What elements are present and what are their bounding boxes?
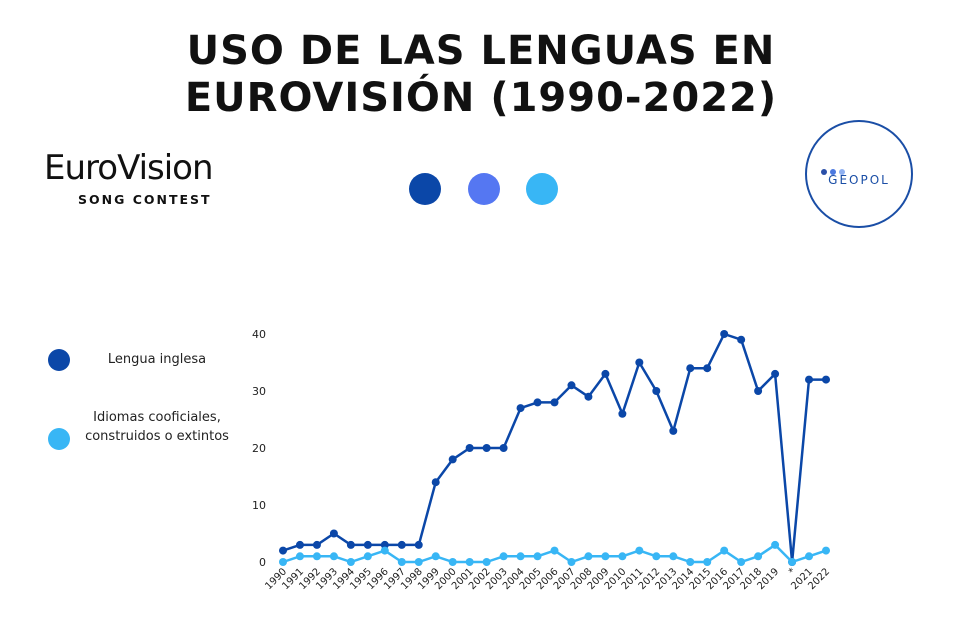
series-1-point: [397, 558, 406, 566]
series-0-point: [279, 546, 287, 555]
legend-swatch-english: [48, 349, 70, 371]
series-0-point: [550, 398, 559, 407]
eurovision-wordmark: EuroVision: [44, 148, 214, 188]
series-1-point: [686, 558, 695, 566]
series-1-point: [414, 558, 423, 566]
series-line-0: [282, 332, 826, 564]
series-1-point: [516, 552, 525, 561]
series-1-point: [499, 552, 508, 561]
series-0-point: [669, 426, 678, 435]
series-1-point: [279, 558, 287, 566]
y-tick-label: 0: [259, 556, 266, 569]
series-1-point: [465, 558, 474, 566]
series-0-point: [822, 375, 830, 384]
series-1-point: [652, 552, 661, 561]
series-1-point: [363, 552, 372, 561]
series-1-point: [635, 546, 644, 555]
eurovision-subtitle: SONG CONTEST: [78, 192, 212, 207]
series-1-point: [754, 552, 763, 561]
series-0-point: [295, 540, 304, 549]
series-0-point: [516, 404, 525, 413]
series-1-point: [533, 552, 542, 561]
series-1-point: [380, 546, 389, 555]
chart-title: USO DE LAS LENGUAS EN EUROVISIÓN (1990-2…: [0, 28, 962, 122]
series-1-point: [312, 552, 321, 561]
series-0-point: [329, 529, 338, 538]
series-1-point: [703, 558, 712, 566]
series-1-point: [822, 546, 830, 555]
series-1-point: [550, 546, 559, 555]
legend-swatch-other-languages: [48, 428, 70, 450]
series-1-point: [295, 552, 304, 561]
series-1-point: [584, 552, 593, 561]
series-0-point: [601, 369, 610, 378]
geopol-dot-3: [839, 169, 845, 175]
series-1-point: [567, 558, 576, 566]
palette-dot-light-blue: [526, 173, 558, 205]
eurovision-logo: EuroVision SONG CONTEST: [44, 148, 244, 210]
series-0-point: [635, 358, 644, 367]
geopol-dot-1: [821, 169, 827, 175]
series-1-point: [737, 558, 746, 566]
geopol-wordmark: GEOPOL: [828, 173, 890, 187]
x-tick-label: *: [787, 566, 798, 577]
y-tick-label: 30: [252, 385, 266, 398]
series-0-point: [346, 540, 355, 549]
series-1-point: [771, 540, 780, 549]
series-0-point: [499, 444, 508, 452]
series-1-point: [788, 558, 797, 566]
series-0-point: [363, 540, 372, 549]
series-0-point: [431, 478, 440, 487]
geopol-dot-2: [830, 169, 836, 175]
series-0-point: [482, 444, 491, 452]
series-0-point: [414, 540, 423, 549]
series-0-point: [618, 409, 627, 418]
legend-label-other-languages: Idiomas cooficiales, construidos o extin…: [85, 410, 229, 444]
y-tick-label: 10: [252, 499, 266, 512]
geopol-dots-icon: [821, 160, 848, 179]
legend-label-english: Lengua inglesa: [107, 352, 207, 367]
palette-dot-medium-blue: [468, 173, 500, 205]
series-0-point: [703, 364, 712, 373]
title-line-1: USO DE LAS LENGUAS EN: [186, 28, 776, 74]
series-0-point: [567, 381, 576, 390]
title-line-2: EUROVISIÓN (1990-2022): [184, 75, 778, 121]
y-tick-label: 20: [252, 442, 266, 455]
series-1-point: [431, 552, 440, 561]
series-0-point: [380, 540, 389, 549]
series-1-point: [720, 546, 729, 555]
series-0-point: [754, 387, 763, 395]
series-0-point: [397, 540, 406, 549]
series-1-point: [448, 558, 457, 566]
series-1-point: [346, 558, 355, 566]
series-0-point: [533, 398, 542, 407]
series-0-point: [584, 392, 593, 401]
series-1-point: [329, 552, 338, 561]
series-1-point: [805, 552, 814, 561]
series-0-point: [720, 330, 729, 338]
series-1-point: [618, 552, 627, 561]
series-1-point: [482, 558, 491, 566]
series-0-point: [771, 369, 780, 378]
series-0-point: [465, 444, 474, 452]
geopol-logo: GEOPOL: [805, 120, 913, 228]
series-0-point: [312, 540, 321, 549]
series-0-point: [686, 364, 695, 373]
series-0-point: [448, 455, 457, 464]
series-0-point: [652, 387, 661, 395]
series-1-point: [601, 552, 610, 561]
series-1-point: [669, 552, 678, 561]
series-0-point: [805, 375, 814, 384]
series-0-point: [737, 335, 746, 344]
palette-dot-dark-blue: [409, 173, 441, 205]
y-tick-label: 40: [252, 328, 266, 341]
